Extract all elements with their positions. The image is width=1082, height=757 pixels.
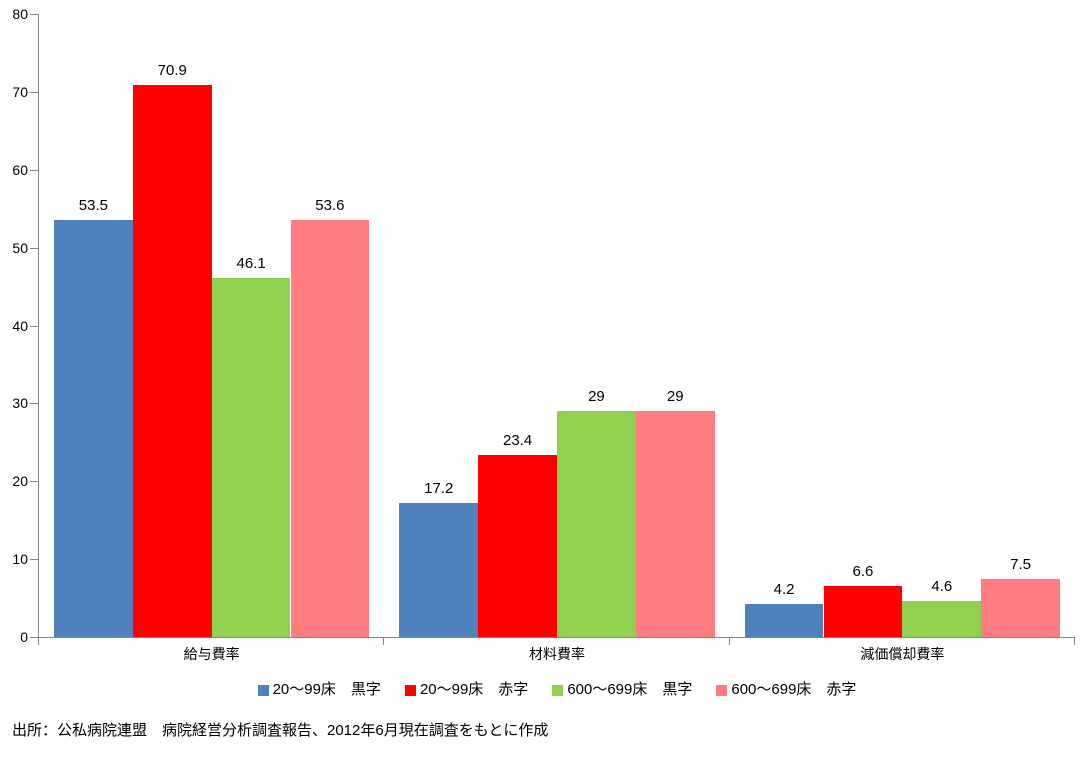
y-axis-label: 20 [12, 473, 28, 490]
category-label: 材料費率 [529, 646, 585, 662]
legend-label: 600〜699床 黒字 [567, 681, 693, 698]
x-axis-tick [1074, 638, 1075, 645]
legend-marker-icon [552, 684, 564, 696]
y-axis-tick [30, 403, 38, 405]
bar [478, 454, 557, 637]
legend-marker-icon [257, 684, 269, 696]
bar [635, 411, 715, 637]
bar-value-label: 4.2 [773, 581, 795, 599]
legend-marker-icon [404, 684, 416, 696]
bar-value-label: 23.4 [502, 431, 533, 449]
bar [744, 604, 824, 637]
y-axis-tick [30, 169, 38, 171]
bar-value-label: 17.2 [424, 480, 454, 498]
x-axis-tick [383, 638, 385, 645]
bar-value-label: 46.1 [236, 254, 266, 272]
category-label: 減価償却費率 [860, 646, 945, 662]
bar-value-label: 53.6 [315, 196, 345, 214]
legend-marker-icon [716, 684, 728, 696]
x-axis-tick [38, 638, 39, 645]
bar [823, 585, 903, 637]
bar [132, 84, 212, 637]
y-axis-line [38, 14, 39, 644]
y-axis-label: 40 [12, 317, 28, 334]
y-axis-label: 30 [12, 395, 28, 412]
y-axis-label: 10 [12, 551, 28, 568]
y-axis-tick [30, 247, 38, 249]
y-axis-label: 60 [12, 161, 28, 178]
bar [902, 601, 982, 637]
y-axis-tick [30, 481, 38, 483]
legend-item: 600〜699床 黒字 [552, 681, 692, 699]
bar [290, 219, 370, 637]
bar-value-label: 29 [666, 388, 684, 406]
bar-value-label: 70.9 [157, 61, 187, 79]
chart-legend: 20〜99床 黒字 20〜99床 赤字 600〜699床 黒字 600〜699床 赤字 [39, 681, 1075, 699]
legend-label: 20〜99床 赤字 [419, 681, 529, 698]
bar [211, 277, 291, 637]
legend-item: 20〜99床 黒字 [257, 681, 381, 699]
x-axis-line [39, 637, 1075, 638]
y-axis-label: 0 [20, 629, 28, 645]
legend-label: 600〜699床 赤字 [731, 681, 857, 698]
y-axis-label: 50 [12, 239, 28, 256]
bar [399, 503, 479, 637]
y-axis-tick [30, 14, 38, 15]
source-note: 出所：公私病院連盟 病院経営分析調査報告、2012年6月現在調査をもとに作成 [12, 722, 549, 739]
bar [981, 578, 1060, 637]
legend-item: 20〜99床 赤字 [404, 681, 529, 699]
bar [557, 411, 636, 637]
y-axis-label: 80 [12, 6, 28, 22]
y-axis-tick [30, 637, 38, 638]
y-axis-label: 70 [12, 83, 28, 100]
bar-value-label: 7.5 [1010, 555, 1032, 573]
bar-value-label: 4.6 [931, 578, 953, 596]
category-label: 給与費率 [183, 646, 240, 662]
bar-value-label: 29 [588, 388, 605, 406]
legend-item: 600〜699床 赤字 [716, 681, 856, 699]
bar-value-label: 6.6 [852, 562, 874, 580]
legend-label: 20〜99床 黒字 [272, 681, 381, 698]
x-axis-tick [728, 638, 730, 645]
y-axis-tick [30, 325, 38, 327]
y-axis-tick [30, 559, 38, 561]
bar-value-label: 53.5 [78, 197, 109, 215]
y-axis-tick [30, 91, 38, 93]
bar [54, 220, 133, 637]
